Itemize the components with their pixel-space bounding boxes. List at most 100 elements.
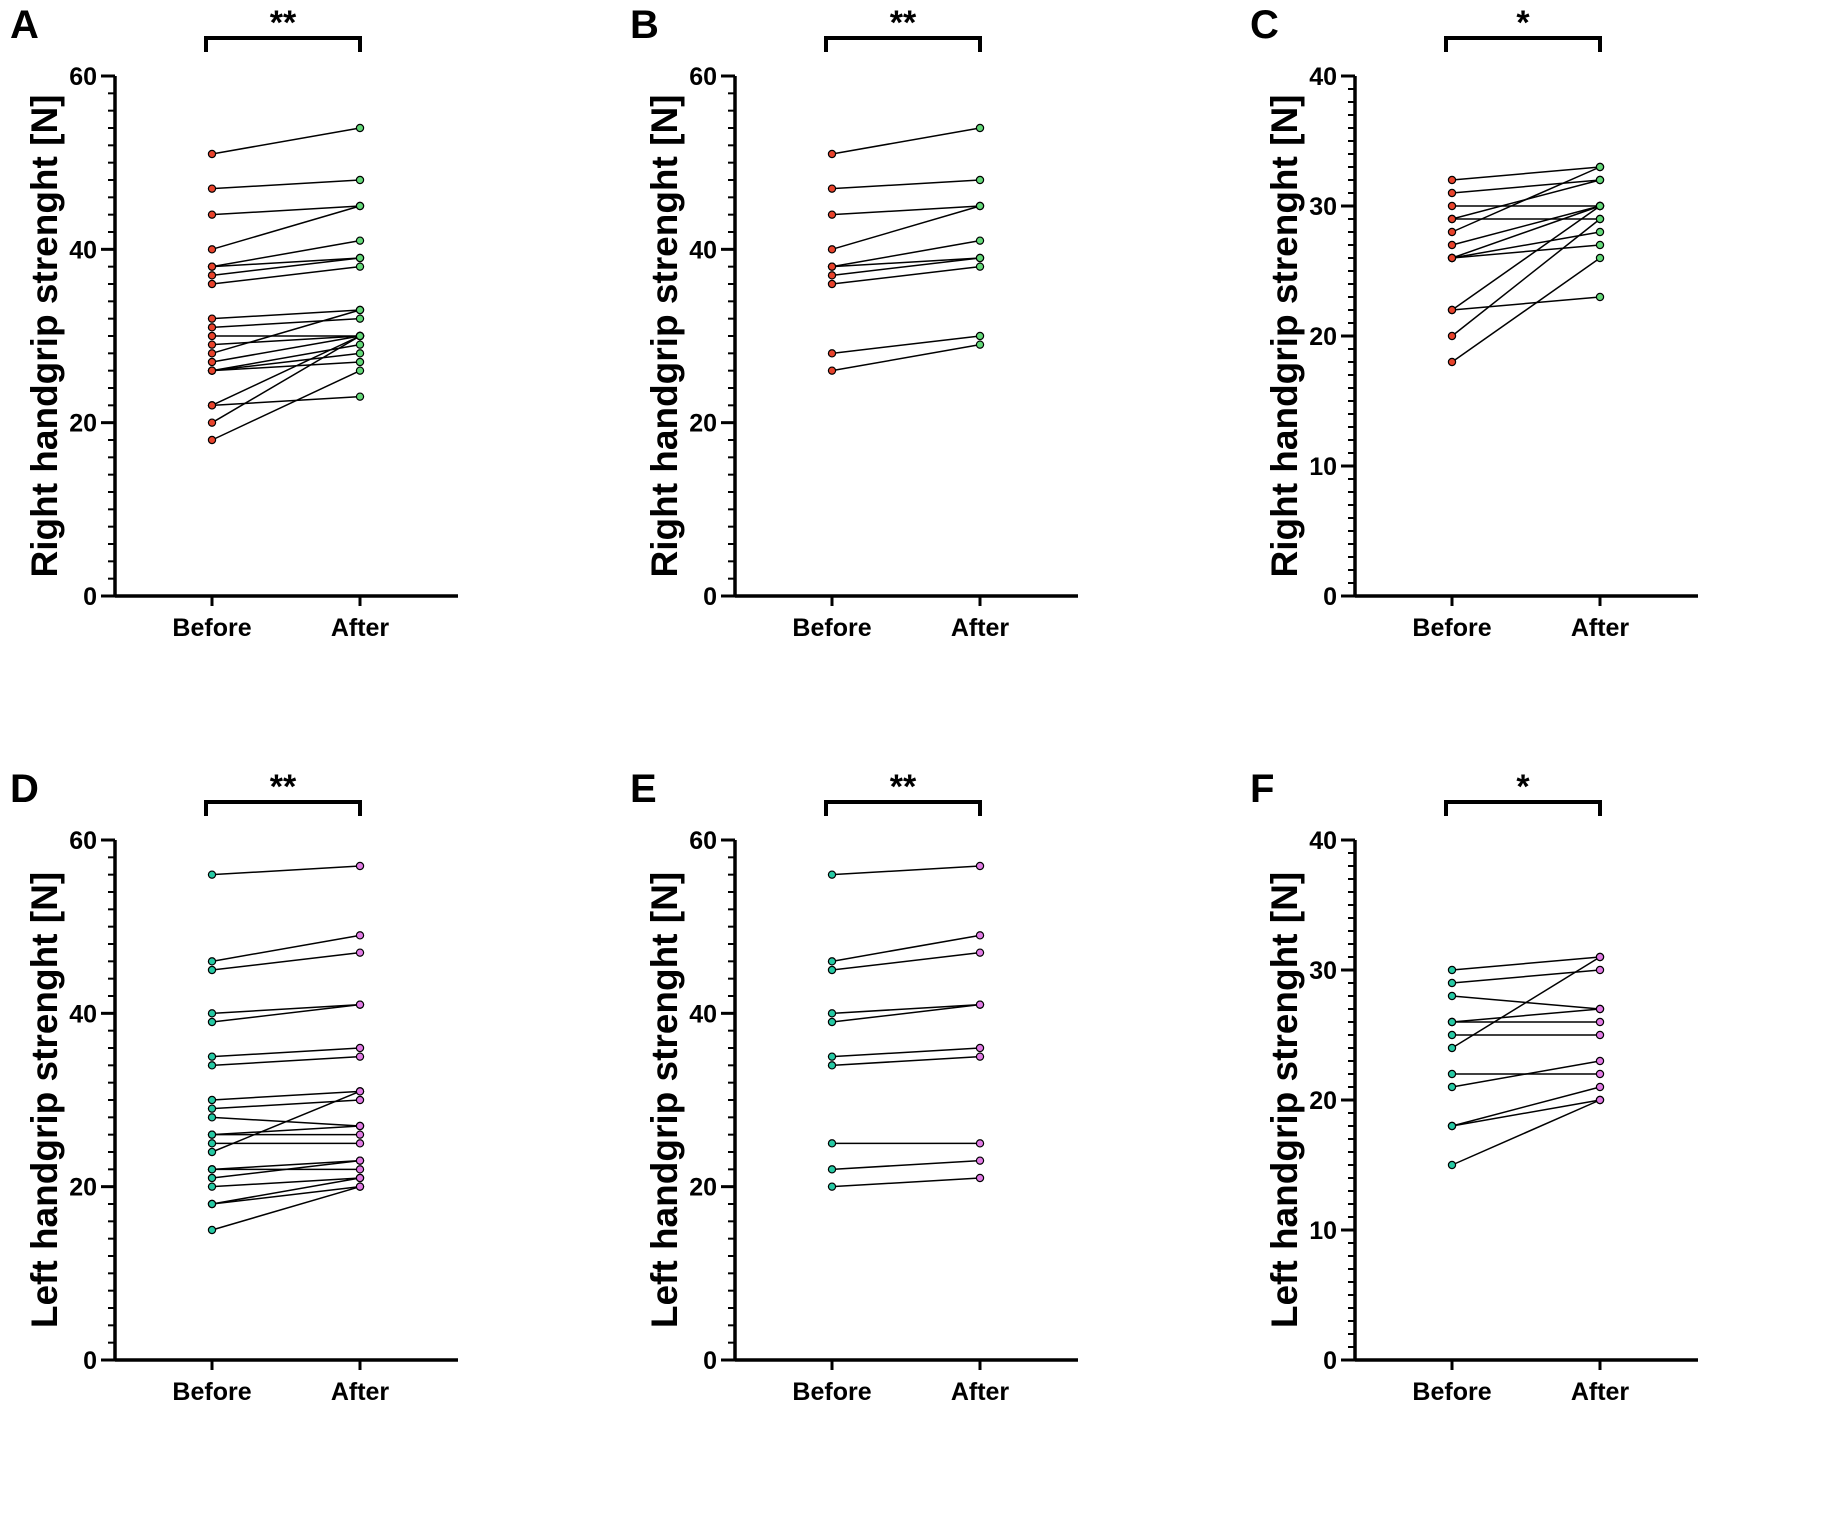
after-point: [975, 1000, 985, 1009]
panel-d-chart: D Left handgrip strenght [N] 0 20 40 60 Before…: [10, 767, 458, 1406]
paired-line: [1451, 205, 1601, 246]
paired-line: [831, 239, 981, 268]
after-point: [1595, 162, 1605, 172]
before-point: [827, 1017, 837, 1027]
y-tick-label: 40: [1309, 827, 1337, 855]
significance-marker: **: [270, 768, 297, 806]
x-tick-label-before: Before: [172, 614, 251, 642]
after-point: [1595, 292, 1605, 302]
paired-line: [1451, 1060, 1601, 1088]
x-tick-label-after: After: [951, 614, 1010, 642]
before-point: [1447, 240, 1457, 250]
before-point: [827, 210, 837, 219]
before-point: [1447, 1160, 1457, 1170]
before-point: [1447, 227, 1457, 237]
after-point: [975, 253, 985, 263]
paired-line: [211, 865, 361, 876]
before-point: [207, 210, 217, 219]
before-point: [827, 245, 837, 254]
paired-line: [211, 361, 361, 372]
x-tick-label-after: After: [1571, 614, 1630, 642]
paired-line: [211, 239, 361, 268]
y-tick-label: 10: [1309, 453, 1337, 481]
significance-marker: **: [890, 768, 917, 806]
before-point: [207, 1225, 217, 1235]
paired-line: [1451, 257, 1601, 363]
after-point: [1595, 1017, 1605, 1027]
paired-line: [831, 127, 981, 155]
before-point: [207, 1017, 217, 1027]
y-tick-label: 40: [689, 1000, 717, 1028]
panel-letter-a: A: [10, 3, 39, 47]
paired-line: [211, 309, 361, 320]
before-point: [207, 1113, 217, 1122]
paired-line: [211, 205, 361, 251]
after-point: [975, 340, 985, 349]
paired-line: [831, 1159, 981, 1171]
before-point: [207, 323, 217, 332]
panel-letter-f: F: [1250, 767, 1274, 811]
paired-line: [211, 951, 361, 971]
paired-line: [211, 1185, 361, 1205]
paired-line: [1451, 1086, 1601, 1127]
paired-line: [1451, 1099, 1601, 1166]
paired-line: [211, 1177, 361, 1205]
after-point: [975, 1156, 985, 1165]
before-point: [827, 965, 837, 975]
significance-bracket: [1444, 36, 1602, 52]
after-point: [355, 1095, 365, 1105]
after-point: [355, 314, 365, 323]
paired-line: [211, 1125, 361, 1136]
y-tick-label: 30: [1309, 957, 1337, 985]
x-tick-label-after: After: [951, 1378, 1010, 1406]
paired-line: [211, 1177, 361, 1188]
panel-letter-e: E: [630, 767, 657, 811]
after-point: [355, 123, 365, 133]
after-point: [1595, 1082, 1605, 1092]
before-point: [1447, 305, 1457, 315]
before-point: [1447, 357, 1457, 367]
after-point: [355, 349, 365, 358]
paired-line: [1451, 205, 1601, 311]
paired-line: [831, 205, 981, 251]
x-tick-label-before: Before: [1412, 614, 1491, 642]
before-point: [827, 1165, 837, 1174]
paired-line: [1451, 205, 1601, 259]
paired-line: [831, 257, 981, 268]
before-point: [827, 957, 837, 966]
after-point: [1595, 965, 1605, 975]
before-point: [207, 957, 217, 966]
significance-bracket: [824, 800, 982, 816]
before-point: [1447, 978, 1457, 988]
paired-line: [1451, 166, 1601, 233]
after-point: [355, 1165, 365, 1174]
panel-b-chart: B Right handgrip strenght [N] 0 20 40 60 Befor…: [630, 3, 1078, 642]
paired-line: [831, 1003, 981, 1015]
before-point: [1447, 201, 1457, 211]
before-point: [207, 245, 217, 254]
paired-line: [831, 1047, 981, 1058]
after-point: [355, 253, 365, 263]
after-point: [975, 931, 985, 940]
after-point: [355, 201, 365, 211]
significance-marker: *: [1516, 768, 1530, 806]
paired-line: [1451, 1008, 1601, 1023]
panel-e-chart: E Left handgrip strenght [N] 0 20 40 60 Before…: [630, 767, 1078, 1406]
paired-line: [211, 1003, 361, 1015]
before-point: [827, 271, 837, 280]
after-point: [355, 1182, 365, 1191]
paired-line: [1451, 1099, 1601, 1127]
after-point: [355, 392, 365, 401]
paired-line: [831, 257, 981, 277]
after-point: [1595, 227, 1605, 237]
paired-line: [211, 335, 361, 407]
after-point: [1595, 1030, 1605, 1040]
significance-bracket: [824, 36, 982, 52]
paired-line: [831, 335, 981, 355]
paired-line: [1451, 218, 1601, 337]
before-point: [207, 1199, 217, 1209]
before-point: [207, 1147, 217, 1157]
after-point: [355, 1173, 365, 1183]
before-point: [207, 870, 217, 879]
